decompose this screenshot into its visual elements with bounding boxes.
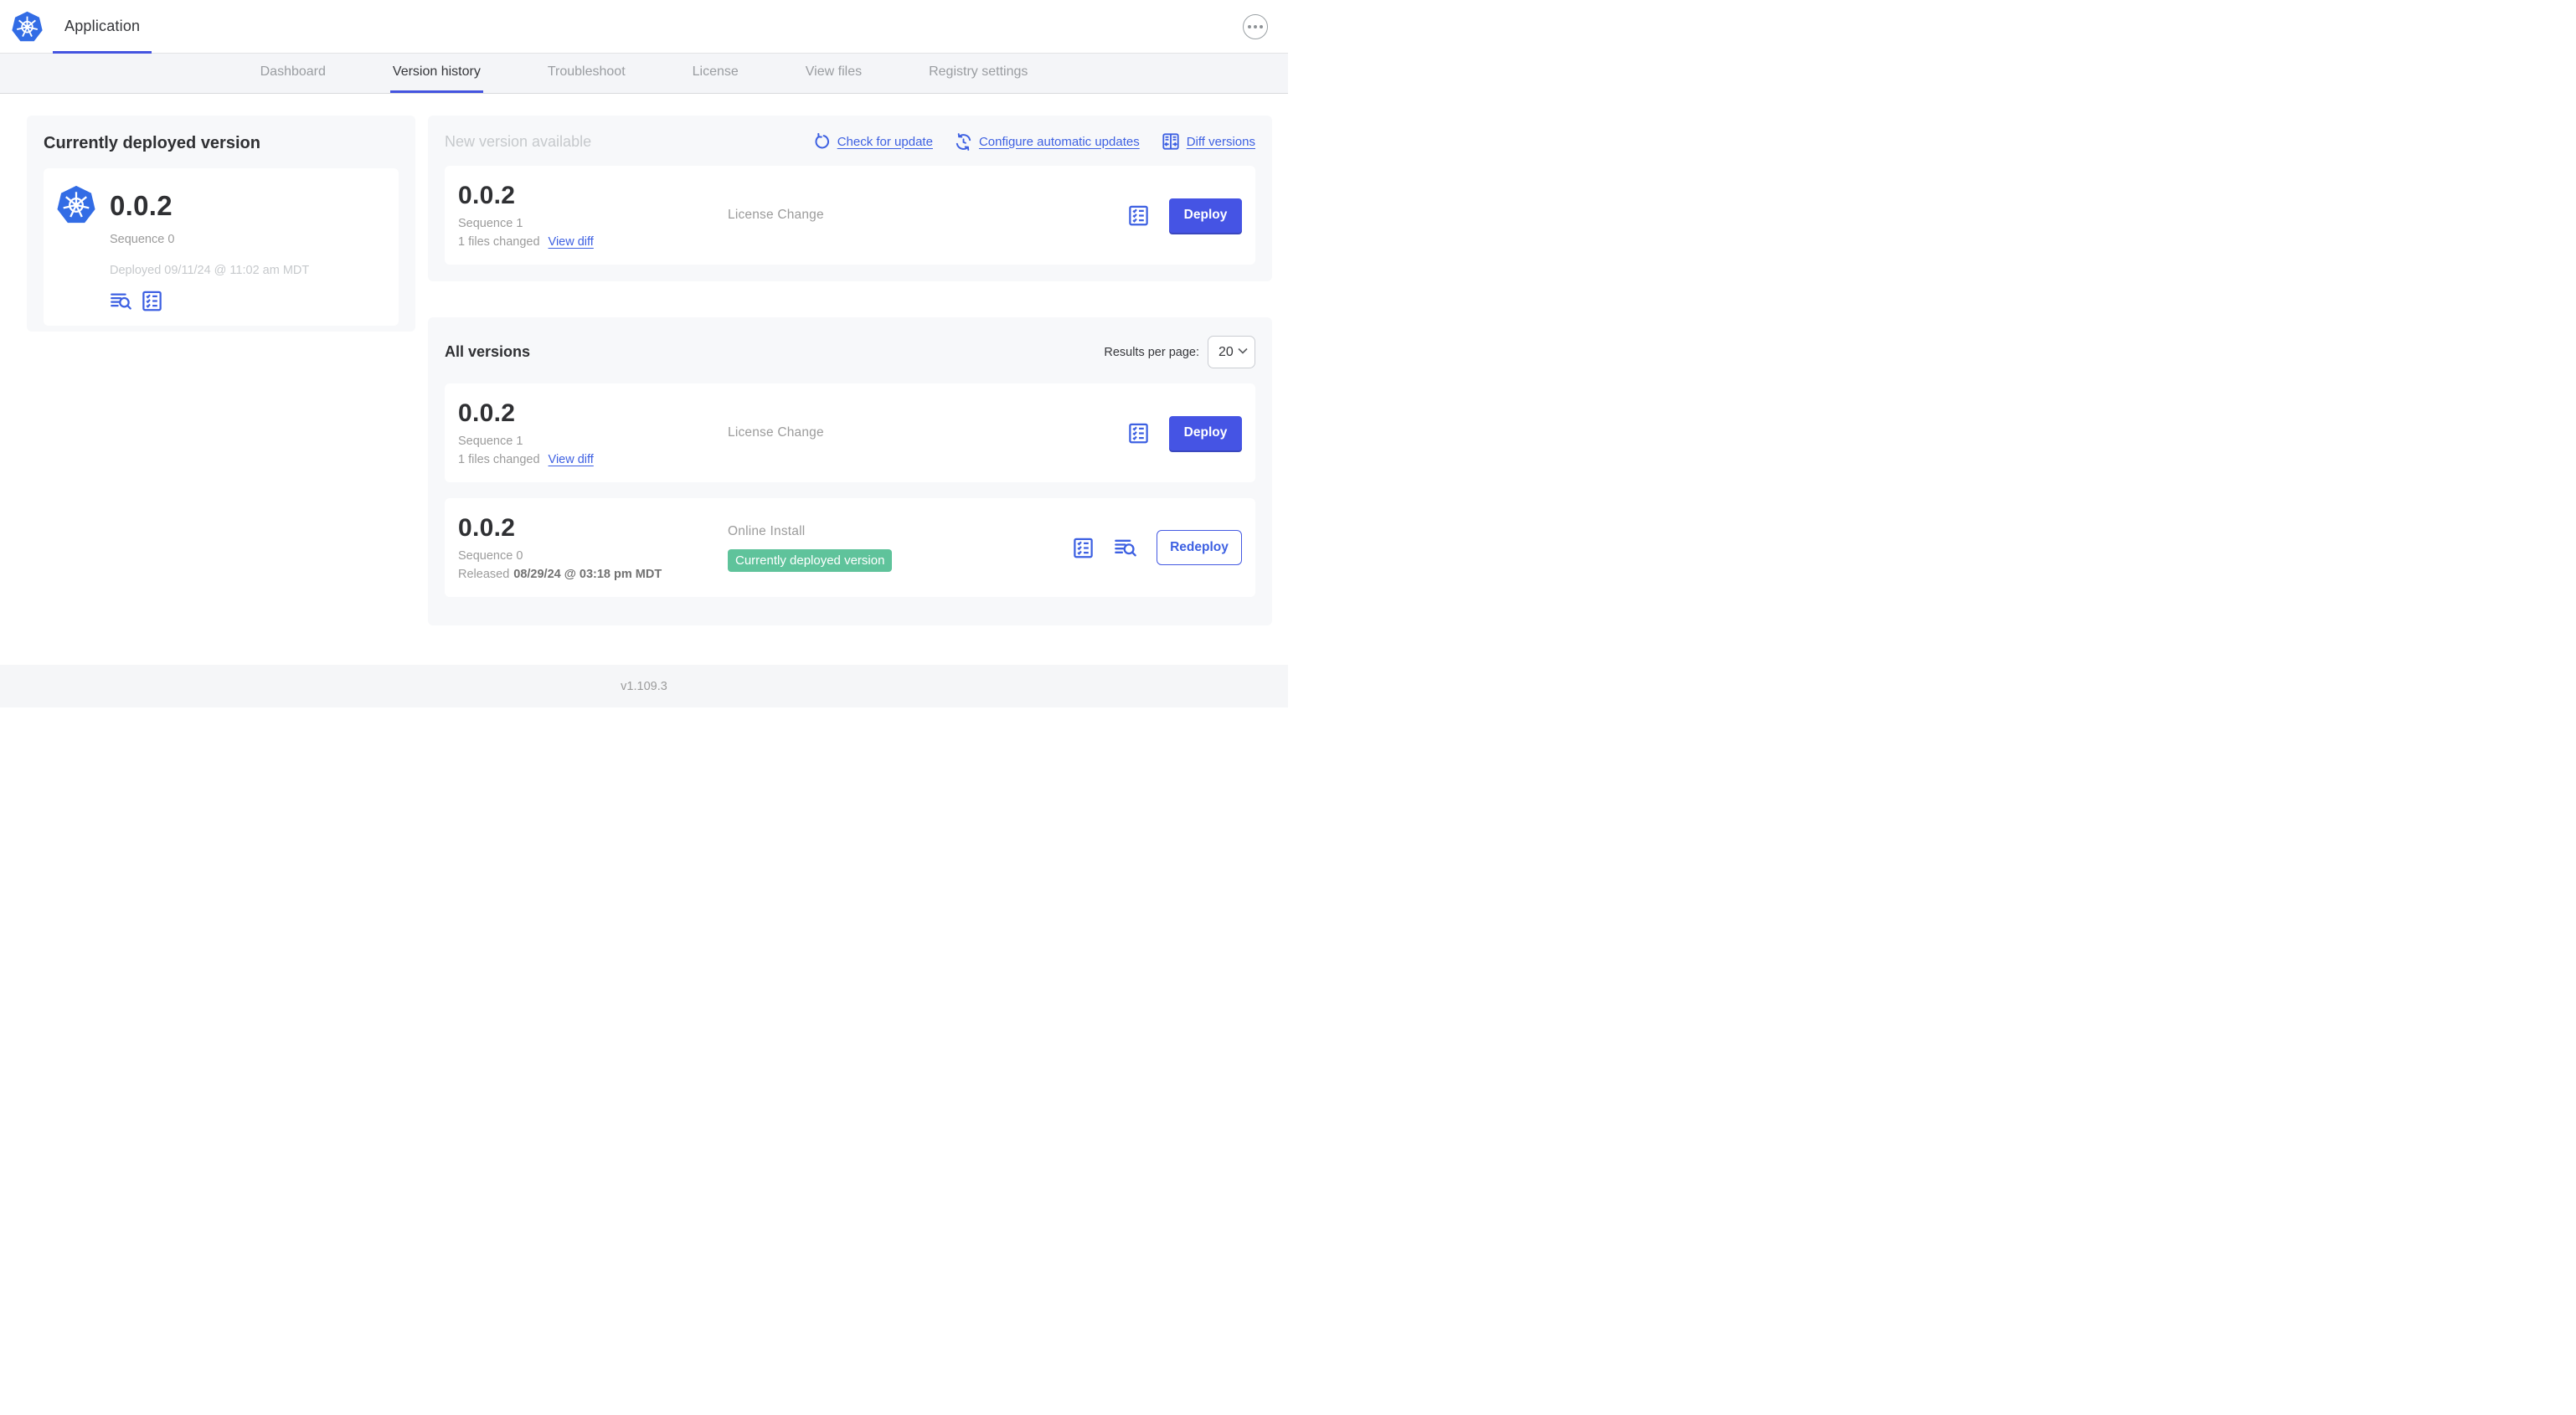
console-version-label: v1.109.3 bbox=[621, 679, 667, 693]
version-source-label: License Change bbox=[728, 208, 824, 222]
logs-icon bbox=[111, 293, 131, 310]
preflight-checks-button[interactable] bbox=[1072, 537, 1095, 559]
version-history-column: New version available Check for update bbox=[428, 116, 1272, 625]
checklist-icon bbox=[1129, 205, 1148, 225]
deployed-version-label: 0.0.2 bbox=[110, 190, 173, 221]
view-diff-link[interactable]: View diff bbox=[548, 453, 594, 466]
results-per-page-label: Results per page: bbox=[1104, 345, 1199, 359]
top-header: Application bbox=[0, 0, 1288, 54]
check-for-update-link[interactable]: Check for update bbox=[813, 132, 933, 151]
version-label: 0.0.2 bbox=[458, 182, 516, 209]
app-tab-application[interactable]: Application bbox=[53, 0, 152, 54]
sequence-label: Sequence 1 bbox=[458, 435, 523, 448]
all-versions-title: All versions bbox=[445, 343, 531, 360]
preflight-checks-button[interactable] bbox=[1127, 422, 1150, 445]
checklist-icon bbox=[142, 291, 162, 311]
all-versions-panel: All versions Results per page: 20 bbox=[428, 317, 1272, 625]
deploy-button[interactable]: Deploy bbox=[1169, 198, 1242, 233]
version-source-label: License Change bbox=[728, 425, 824, 440]
version-source-label: Online Install bbox=[728, 523, 806, 538]
version-row: 0.0.2 Sequence 0 Released 08/29/24 @ 03:… bbox=[445, 498, 1255, 597]
tab-view-files[interactable]: View files bbox=[805, 64, 863, 79]
sequence-label: Sequence 0 bbox=[458, 549, 523, 563]
tab-dashboard[interactable]: Dashboard bbox=[260, 64, 326, 79]
tab-registry-settings[interactable]: Registry settings bbox=[929, 64, 1028, 79]
footer: v1.109.3 bbox=[0, 665, 1288, 708]
tab-license[interactable]: License bbox=[692, 64, 739, 79]
new-version-panel: New version available Check for update bbox=[428, 116, 1272, 281]
deployed-sequence-label: Sequence 0 bbox=[110, 233, 175, 246]
released-date-label: 08/29/24 @ 03:18 pm MDT bbox=[513, 568, 662, 581]
preflight-checks-button[interactable] bbox=[141, 290, 163, 312]
checklist-icon bbox=[1074, 538, 1093, 558]
version-label: 0.0.2 bbox=[458, 514, 516, 542]
refresh-icon bbox=[815, 132, 829, 148]
deployed-version-card: 0.0.2 Sequence 0 Deployed 09/11/24 @ 11:… bbox=[44, 168, 399, 326]
diff-versions-link[interactable]: Diff versions bbox=[1162, 132, 1255, 151]
preflight-checks-button[interactable] bbox=[1127, 204, 1150, 227]
configure-automatic-updates-link[interactable]: Configure automatic updates bbox=[955, 132, 1140, 151]
currently-deployed-badge: Currently deployed version bbox=[728, 548, 893, 572]
view-diff-link[interactable]: View diff bbox=[548, 235, 594, 249]
new-version-card: 0.0.2 Sequence 1 1 files changed View di… bbox=[445, 166, 1255, 265]
version-row: 0.0.2 Sequence 1 1 files changed View di… bbox=[445, 383, 1255, 482]
app-logo bbox=[12, 0, 43, 53]
ellipsis-icon bbox=[1248, 24, 1251, 28]
tab-troubleshoot[interactable]: Troubleshoot bbox=[547, 64, 626, 79]
redeploy-button[interactable]: Redeploy bbox=[1157, 530, 1242, 565]
diff-icon bbox=[1162, 133, 1179, 150]
results-per-page-select[interactable]: 20 bbox=[1208, 336, 1255, 368]
deployed-timestamp-label: Deployed 09/11/24 @ 11:02 am MDT bbox=[110, 264, 310, 277]
logs-icon bbox=[1115, 539, 1136, 557]
currently-deployed-panel: Currently deployed version 0.0.2 S bbox=[27, 116, 415, 332]
more-options-button[interactable] bbox=[1243, 13, 1268, 39]
app-sub-navigation: Dashboard Version history Troubleshoot L… bbox=[0, 54, 1288, 94]
checklist-icon bbox=[1129, 423, 1148, 443]
kubernetes-app-icon bbox=[57, 185, 95, 224]
view-logs-button[interactable] bbox=[1114, 536, 1137, 559]
files-changed-label: 1 files changed bbox=[458, 235, 540, 249]
app-tab-active-underline bbox=[53, 51, 152, 54]
new-version-title: New version available bbox=[445, 132, 592, 150]
tab-version-history[interactable]: Version history bbox=[389, 54, 483, 93]
currently-deployed-title: Currently deployed version bbox=[44, 134, 260, 152]
sequence-label: Sequence 1 bbox=[458, 217, 523, 230]
files-changed-label: 1 files changed bbox=[458, 453, 540, 466]
schedule-update-icon bbox=[956, 132, 971, 151]
released-label: Released bbox=[458, 568, 510, 581]
view-logs-button[interactable] bbox=[110, 290, 132, 312]
version-label: 0.0.2 bbox=[458, 399, 516, 427]
kubernetes-logo-icon bbox=[12, 11, 43, 42]
deploy-button[interactable]: Deploy bbox=[1169, 415, 1242, 450]
app-tab-label: Application bbox=[64, 18, 141, 34]
main-content: Currently deployed version 0.0.2 S bbox=[0, 94, 1288, 665]
